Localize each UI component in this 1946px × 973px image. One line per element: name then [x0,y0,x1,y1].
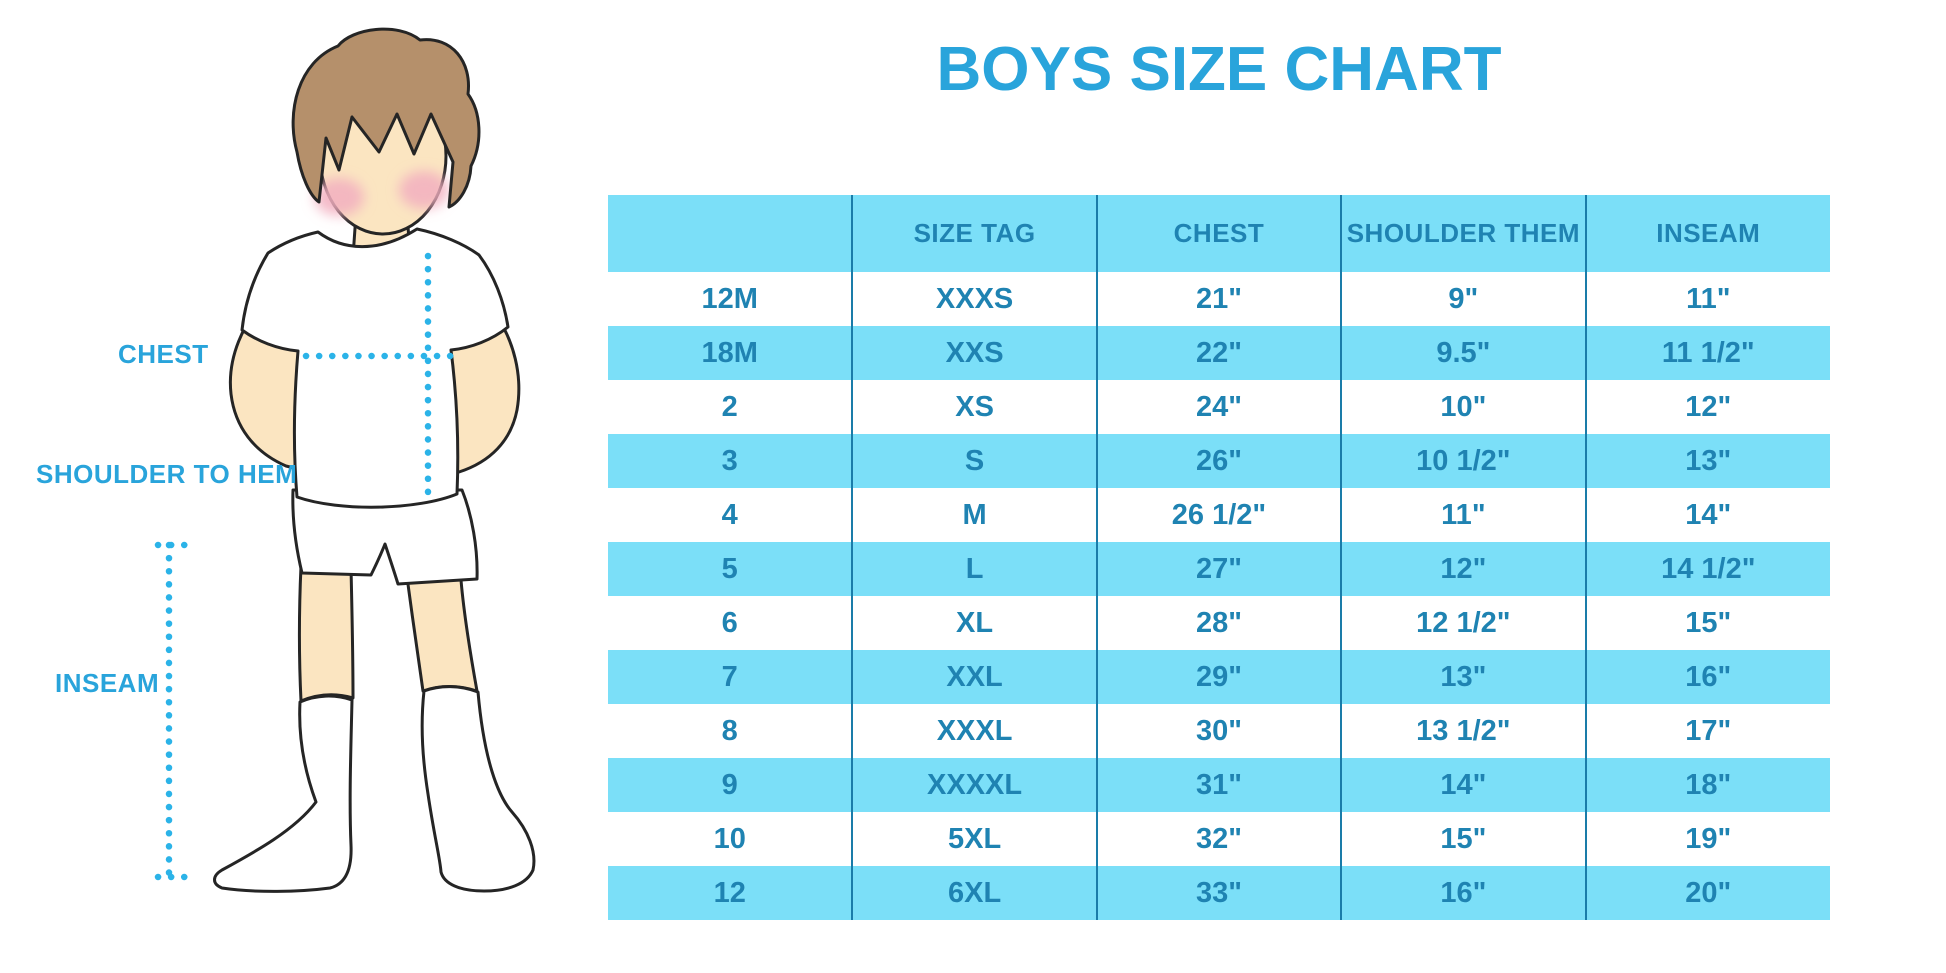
table-cell: 14 1/2" [1584,542,1830,596]
table-cell: 13 1/2" [1340,704,1586,758]
table-cell: 19" [1584,812,1830,866]
table-cell: XXXXL [851,758,1097,812]
boy-blush [314,171,449,216]
table-cell: 12" [1340,542,1586,596]
table-cell: 4 [721,498,738,531]
table-row: 6 XL 28" 12 1/2" 15" [608,596,1830,650]
table-cell: 8 [721,714,738,747]
column-header-size [608,195,852,272]
boy-left-leg [298,564,355,703]
table-row: 10 5XL 32" 15" 19" [608,812,1830,866]
table-cell: 13" [1584,434,1830,488]
table-cell: 5 [721,552,738,585]
table-cell: XL [851,596,1097,650]
boy-right-sock [420,685,536,893]
table-cell: 3 [721,444,738,477]
table-row: 18M XXS 22" 9.5" 11 1/2" [608,326,1830,380]
table-cell: 12 1/2" [1340,596,1586,650]
table-row: 3 S 26" 10 1/2" 13" [608,434,1830,488]
table-cell: XXL [851,650,1097,704]
table-header-row: SIZE TAG CHEST SHOULDER THEM INSEAM [608,195,1830,272]
table-cell: 13" [1340,650,1586,704]
size-table: SIZE TAG CHEST SHOULDER THEM INSEAM 12M … [608,195,1830,920]
table-cell: 12 [713,876,746,909]
table-cell: 7 [721,660,738,693]
table-cell: 16" [1340,866,1586,920]
table-cell: XS [851,380,1097,434]
table-cell: 26 1/2" [1095,488,1342,542]
table-cell: 31" [1095,758,1342,812]
table-cell: XXXL [851,704,1097,758]
table-row: 5 L 27" 12" 14 1/2" [608,542,1830,596]
table-cell: 15" [1584,596,1830,650]
table-cell: 21" [1095,272,1342,326]
table-cell: 16" [1584,650,1830,704]
table-cell: 10" [1340,380,1586,434]
table-cell: S [851,434,1097,488]
table-cell: 20" [1584,866,1830,920]
table-cell: 14" [1584,488,1830,542]
table-cell: 6 [721,606,738,639]
boy-right-leg [405,575,479,693]
column-header-inseam: INSEAM [1584,195,1830,272]
table-cell: 11 1/2" [1584,326,1830,380]
column-header-chest: CHEST [1095,195,1342,272]
table-cell: 30" [1095,704,1342,758]
table-cell: M [851,488,1097,542]
table-cell: 9" [1340,272,1586,326]
column-header-shoulder-them: SHOULDER THEM [1340,195,1586,272]
table-cell: 6XL [851,866,1097,920]
table-cell: 28" [1095,596,1342,650]
shoulder-to-hem-label: SHOULDER TO HEM [36,459,298,489]
table-row: 8 XXXL 30" 13 1/2" 17" [608,704,1830,758]
table-cell: XXXS [851,272,1097,326]
table-row: 9 XXXXL 31" 14" 18" [608,758,1830,812]
table-cell: 12" [1584,380,1830,434]
table-cell: 9 [721,768,738,801]
table-cell: L [851,542,1097,596]
boy-hair [291,27,481,209]
table-cell: 15" [1340,812,1586,866]
table-cell: 2 [721,390,738,423]
page-title: BOYS SIZE CHART [936,35,1502,104]
table-cell: 32" [1095,812,1342,866]
table-cell: 26" [1095,434,1342,488]
chest-label: CHEST [118,339,209,369]
table-cell: 9.5" [1340,326,1586,380]
table-cell: 12M [701,282,758,315]
column-header-size-tag: SIZE TAG [851,195,1097,272]
table-cell: 33" [1095,866,1342,920]
boy-shirt [240,227,510,509]
table-cell: 29" [1095,650,1342,704]
table-row: 12M XXXS 21" 9" 11" [608,272,1830,326]
table-cell: 11" [1584,272,1830,326]
inseam-label: INSEAM [55,668,160,698]
table-cell: 24" [1095,380,1342,434]
table-cell: 11" [1340,488,1586,542]
table-cell: 22" [1095,326,1342,380]
table-cell: 17" [1584,704,1830,758]
table-cell: 18M [701,336,758,369]
table-cell: 10 1/2" [1340,434,1586,488]
table-cell: 5XL [851,812,1097,866]
table-row: 7 XXL 29" 13" 16" [608,650,1830,704]
table-row: 4 M 26 1/2" 11" 14" [608,488,1830,542]
table-row: 2 XS 24" 10" 12" [608,380,1830,434]
boy-left-sock [213,694,354,893]
table-cell: 27" [1095,542,1342,596]
table-cell: 10 [713,822,746,855]
table-cell: 14" [1340,758,1586,812]
table-cell: XXS [851,326,1097,380]
table-cell: 18" [1584,758,1830,812]
boy-shorts [291,488,479,586]
boy-figure-illustration [154,27,536,893]
table-row: 12 6XL 33" 16" 20" [608,866,1830,920]
